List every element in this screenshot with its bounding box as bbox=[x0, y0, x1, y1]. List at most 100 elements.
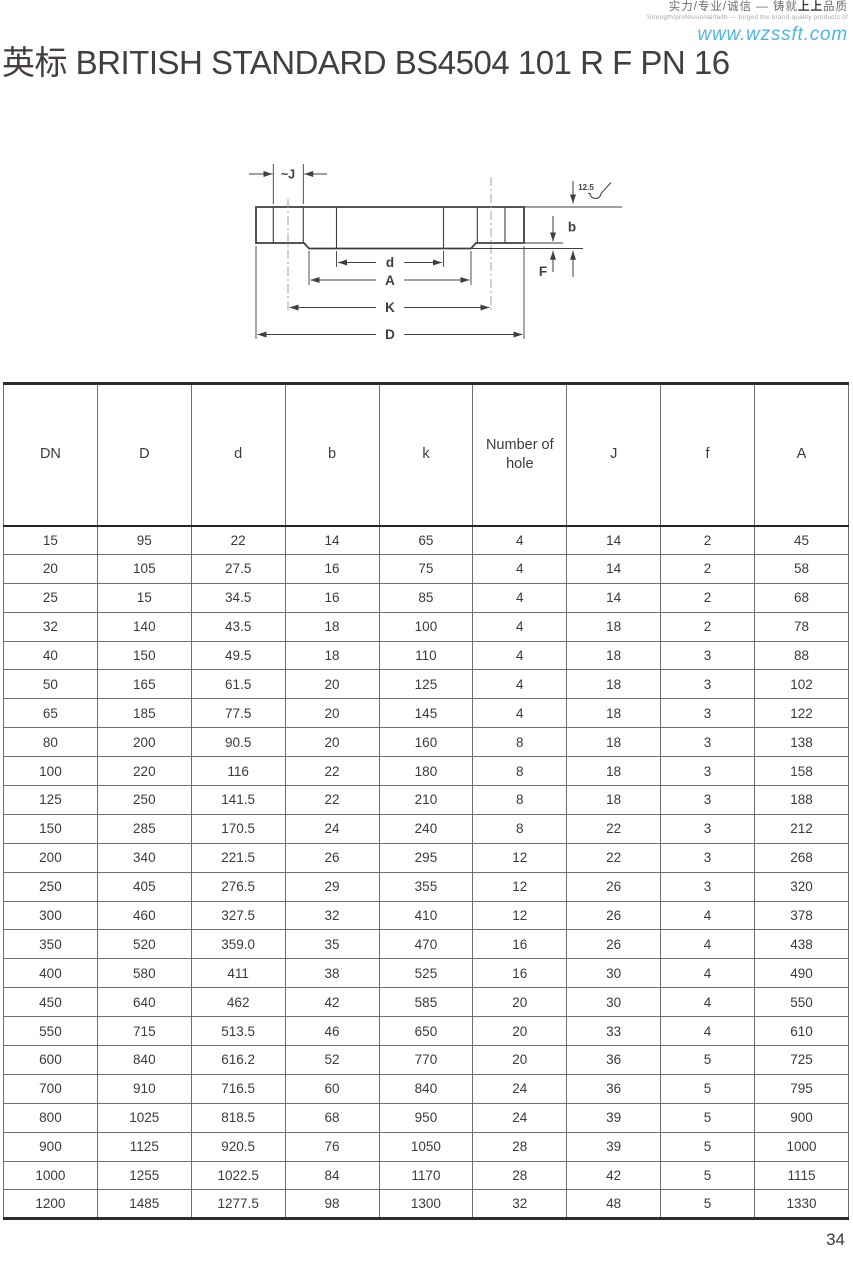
table-cell: 22 bbox=[190, 525, 286, 555]
table-cell: 95 bbox=[96, 525, 192, 555]
table-cell: 1000 bbox=[3, 1160, 98, 1191]
table-cell: 400 bbox=[3, 958, 98, 989]
table-cell: 800 bbox=[3, 1102, 98, 1133]
table-cell: 122 bbox=[754, 698, 849, 729]
slogan-chinese-post: 品质 bbox=[823, 1, 848, 13]
table-cell: 25 bbox=[3, 582, 98, 613]
table-cell: 50 bbox=[3, 669, 98, 700]
table-cell: 1255 bbox=[96, 1160, 192, 1191]
table-cell: 18 bbox=[284, 611, 380, 642]
column-header-k: k bbox=[378, 383, 474, 527]
table-cell: 470 bbox=[378, 929, 474, 960]
table-cell: 600 bbox=[3, 1045, 98, 1075]
table-cell: 14 bbox=[566, 553, 662, 584]
table-cell: 610 bbox=[754, 1016, 849, 1047]
table-cell: 900 bbox=[754, 1102, 849, 1133]
table-cell: 2 bbox=[660, 582, 755, 613]
table-cell: 14 bbox=[284, 525, 380, 555]
table-row: 15 95 22 14 65 4 14 2 45 bbox=[3, 525, 849, 555]
table-row: 125 250 141.5 22 210 8 18 3 188 bbox=[3, 785, 849, 815]
table-cell: 60 bbox=[284, 1073, 380, 1104]
table-cell: 15 bbox=[96, 582, 192, 613]
slogan-chinese-brand: 上上 bbox=[798, 1, 823, 13]
table-cell: 26 bbox=[566, 871, 662, 902]
table-cell: 12 bbox=[472, 871, 568, 902]
table-cell: 78 bbox=[754, 611, 849, 642]
table-cell: 5 bbox=[660, 1131, 755, 1162]
table-cell: 4 bbox=[660, 900, 755, 931]
dimension-lines bbox=[249, 171, 576, 338]
table-cell: 4 bbox=[472, 611, 568, 642]
table-cell: 411 bbox=[190, 958, 286, 989]
table-cell: 150 bbox=[3, 813, 98, 844]
table-cell: 98 bbox=[284, 1189, 380, 1220]
table-cell: 16 bbox=[472, 958, 568, 989]
table-cell: 268 bbox=[754, 842, 849, 873]
table-cell: 4 bbox=[660, 958, 755, 989]
table-cell: 1025 bbox=[96, 1102, 192, 1133]
table-cell: 4 bbox=[472, 582, 568, 613]
table-cell: 460 bbox=[96, 900, 192, 931]
table-cell: 650 bbox=[378, 1016, 474, 1047]
table-cell: 5 bbox=[660, 1102, 755, 1133]
slogan-chinese-pre: 实力/专业/诚信 — 铸就 bbox=[668, 1, 798, 13]
table-cell: 4 bbox=[660, 1016, 755, 1047]
table-cell: 65 bbox=[3, 698, 98, 729]
table-cell: 88 bbox=[754, 640, 849, 671]
table-cell: 125 bbox=[378, 669, 474, 700]
table-cell: 462 bbox=[190, 987, 286, 1018]
table-cell: 300 bbox=[3, 900, 98, 931]
table-cell: 30 bbox=[566, 958, 662, 989]
table-cell: 85 bbox=[378, 582, 474, 613]
table-cell: 46 bbox=[284, 1016, 380, 1047]
table-cell: 285 bbox=[96, 813, 192, 844]
table-cell: 48 bbox=[566, 1189, 662, 1220]
table-row: 100 220 116 22 180 8 18 3 158 bbox=[3, 756, 849, 787]
table-cell: 20 bbox=[3, 553, 98, 584]
table-cell: 250 bbox=[96, 785, 192, 815]
table-cell: 77.5 bbox=[190, 698, 286, 729]
table-cell: 26 bbox=[284, 842, 380, 873]
table-cell: 700 bbox=[3, 1073, 98, 1104]
slogan-chinese: 实力/专业/诚信 — 铸就上上品质 bbox=[647, 1, 848, 14]
table-cell: 188 bbox=[754, 785, 849, 815]
dim-label-A: A bbox=[385, 273, 395, 288]
table-cell: 725 bbox=[754, 1045, 849, 1075]
table-cell: 18 bbox=[566, 698, 662, 729]
table-cell: 5 bbox=[660, 1160, 755, 1191]
table-row: 700 910 716.5 60 840 24 36 5 795 bbox=[3, 1073, 849, 1104]
website-url: www.wzssft.com bbox=[697, 24, 848, 45]
table-cell: 20 bbox=[472, 1016, 568, 1047]
table-cell: 16 bbox=[284, 582, 380, 613]
table-cell: 15 bbox=[3, 525, 98, 555]
table-cell: 910 bbox=[96, 1073, 192, 1104]
table-cell: 40 bbox=[3, 640, 98, 671]
table-cell: 210 bbox=[378, 785, 474, 815]
roughness-value: 12.5 bbox=[578, 183, 594, 192]
table-row: 250 405 276.5 29 355 12 26 3 320 bbox=[3, 871, 849, 902]
table-cell: 20 bbox=[284, 727, 380, 758]
table-cell: 58 bbox=[754, 553, 849, 584]
table-row: 450 640 462 42 585 20 30 4 550 bbox=[3, 987, 849, 1018]
table-cell: 28 bbox=[472, 1160, 568, 1191]
table-row: 40 150 49.5 18 110 4 18 3 88 bbox=[3, 640, 849, 671]
table-cell: 295 bbox=[378, 842, 474, 873]
table-cell: 410 bbox=[378, 900, 474, 931]
table-cell: 84 bbox=[284, 1160, 380, 1191]
table-cell: 141.5 bbox=[190, 785, 286, 815]
table-cell: 22 bbox=[284, 785, 380, 815]
table-cell: 3 bbox=[660, 698, 755, 729]
table-cell: 3 bbox=[660, 727, 755, 758]
table-cell: 250 bbox=[3, 871, 98, 902]
table-cell: 1115 bbox=[754, 1160, 849, 1191]
table-cell: 1485 bbox=[96, 1189, 192, 1220]
table-cell: 39 bbox=[566, 1131, 662, 1162]
table-cell: 20 bbox=[284, 669, 380, 700]
table-cell: 18 bbox=[284, 640, 380, 671]
dim-label-F: F bbox=[539, 264, 547, 279]
table-cell: 5 bbox=[660, 1189, 755, 1220]
table-cell: 8 bbox=[472, 727, 568, 758]
table-row: 1200 1485 1277.5 98 1300 32 48 5 1330 bbox=[3, 1189, 849, 1220]
table-cell: 14 bbox=[566, 525, 662, 555]
table-cell: 18 bbox=[566, 727, 662, 758]
